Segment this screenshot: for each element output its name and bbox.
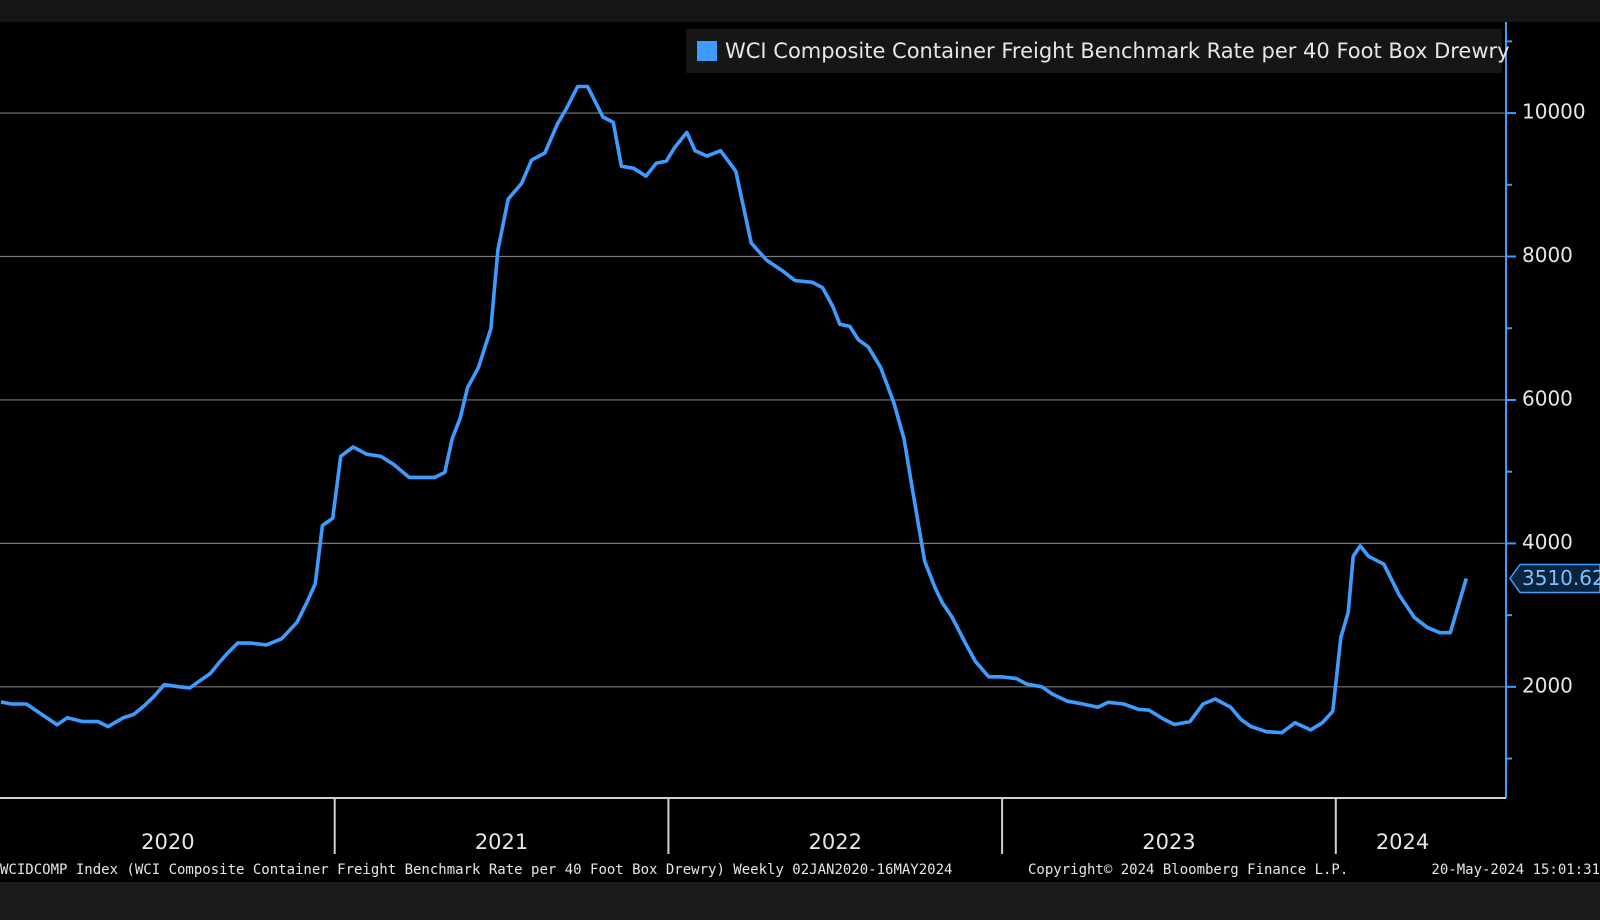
x-tick-label: 2024 bbox=[1376, 830, 1429, 854]
legend-box bbox=[686, 29, 1502, 73]
grid bbox=[0, 112, 1506, 688]
last-value-tag bbox=[1509, 563, 1600, 594]
y-tick-label: 6000 bbox=[1522, 386, 1573, 410]
legend-swatch bbox=[697, 41, 717, 61]
x-tick-label: 2020 bbox=[141, 830, 194, 854]
y-tick-label: 2000 bbox=[1522, 673, 1573, 697]
y-tick-label: 4000 bbox=[1522, 530, 1573, 554]
y-tick-label: 8000 bbox=[1522, 243, 1573, 267]
legend: WCI Composite Container Freight Benchmar… bbox=[697, 39, 1510, 63]
last-value-label: 3510.62 bbox=[1522, 566, 1600, 590]
legend-label: WCI Composite Container Freight Benchmar… bbox=[725, 39, 1510, 63]
y-tick-label: 10000 bbox=[1522, 100, 1586, 124]
x-tick-label: 2021 bbox=[475, 830, 528, 854]
bottom-strip bbox=[0, 882, 1600, 920]
plot bbox=[0, 84, 1469, 735]
x-tick-label: 2023 bbox=[1142, 830, 1195, 854]
series-line bbox=[0, 84, 1469, 735]
footer-timestamp: 20-May-2024 15:01:31 bbox=[1431, 862, 1600, 878]
x-tick-label: 2022 bbox=[809, 830, 862, 854]
top-strip bbox=[0, 0, 1600, 22]
axes: 2000 4000 6000 8000 10000 2020 2021 2022 2023 202… bbox=[0, 22, 1600, 854]
footer-copyright: Copyright© 2024 Bloomberg Finance L.P. bbox=[1028, 862, 1348, 878]
chart-background bbox=[0, 22, 1600, 882]
footer-source: WCIDCOMP Index (WCI Composite Container … bbox=[0, 862, 952, 878]
